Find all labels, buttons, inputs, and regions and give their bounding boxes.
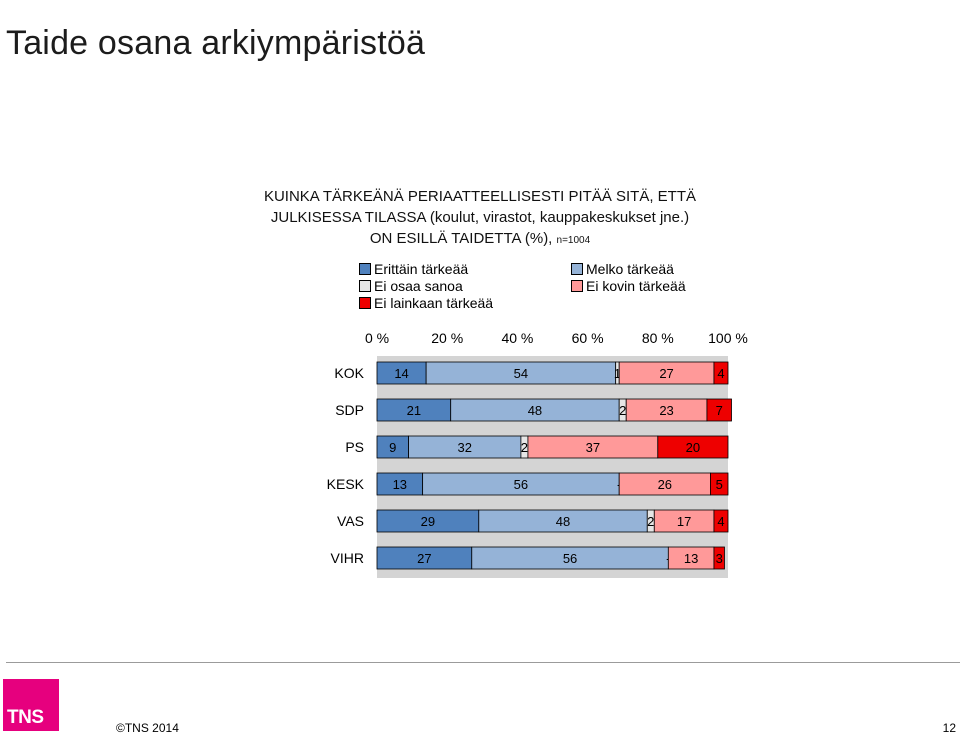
data-label-kok-erittain-tarkeaa: 14 [394,366,408,381]
category-label-vihr: VIHR [331,550,364,566]
x-tick-label: 60 % [572,330,604,346]
data-label-vihr-ei-kovin-tarkeaa: 13 [684,551,698,566]
page-title: Taide osana arkiympäristöä [6,24,426,62]
data-label-vas-ei-osaa-sanoa: 2 [647,514,654,529]
data-label-vihr-melko-tarkeaa: 56 [563,551,577,566]
legend-item-ei-lainkaan: Ei lainkaan tärkeää [359,294,493,312]
data-label-vas-erittain-tarkeaa: 29 [421,514,435,529]
page-number: 12 [942,721,956,735]
legend-label-melko: Melko tärkeää [586,261,674,277]
legend-swatch-ei-kovin [571,280,583,292]
data-label-vihr-erittain-tarkeaa: 27 [417,551,431,566]
data-label-vas-melko-tarkeaa: 48 [556,514,570,529]
data-label-ps-erittain-tarkeaa: 9 [389,440,396,455]
copyright-text: ©TNS 2014 [116,721,179,735]
legend-item-ei-osaa: Ei osaa sanoa [359,277,463,295]
subtitle-line-2: JULKISESSA TILASSA (koulut, virastot, ka… [270,209,690,226]
data-label-ps-ei-lainkaan-tarkeaa: 20 [686,440,700,455]
bar-sdp-ei-lainkaan-tarkeaa [706,398,732,422]
data-label-vas-ei-lainkaan-tarkeaa: 4 [717,514,724,529]
category-label-ps: PS [345,439,364,455]
chart-subtitle: KUINKA TÄRKEÄNÄ PERIAATTEELLISESTI PITÄÄ… [160,186,800,251]
x-tick-label: 0 % [365,330,389,346]
data-label-sdp-melko-tarkeaa: 48 [528,403,542,418]
data-label-kok-ei-osaa-sanoa: 1 [614,366,621,381]
x-tick-label: 100 % [708,330,748,346]
data-label-ps-ei-kovin-tarkeaa: 37 [586,440,600,455]
data-label-sdp-ei-kovin-tarkeaa: 23 [659,403,673,418]
data-label-sdp-ei-lainkaan-tarkeaa: 7 [716,403,723,418]
data-label-kok-ei-kovin-tarkeaa: 27 [659,366,673,381]
data-label-sdp-erittain-tarkeaa: 21 [407,403,421,418]
subtitle-line-3-text: ON ESILLÄ TAIDETTA (%), [369,230,553,247]
data-label-kesk-ei-lainkaan-tarkeaa: 5 [716,477,723,492]
legend-item-melko: Melko tärkeää [571,260,674,278]
plot-background [377,356,728,578]
data-label-kok-melko-tarkeaa: 54 [514,366,528,381]
data-label-kesk-erittain-tarkeaa: 13 [393,477,407,492]
legend-swatch-erittain [359,263,371,275]
x-tick-label: 80 % [642,330,674,346]
legend-label-ei-osaa: Ei osaa sanoa [374,278,463,294]
category-label-kesk: KESK [327,476,365,492]
legend-item-erittain: Erittäin tärkeää [359,260,468,278]
tns-logo: TNS [3,679,59,731]
bar-ps-ei-lainkaan-tarkeaa [657,435,729,459]
data-label-vihr-ei-lainkaan-tarkeaa: 3 [716,551,723,566]
legend-label-erittain: Erittäin tärkeää [374,261,469,277]
data-label-ps-ei-osaa-sanoa: 2 [521,440,528,455]
category-label-vas: VAS [337,513,364,529]
category-label-sdp: SDP [335,402,364,418]
data-label-sdp-ei-osaa-sanoa: 2 [619,403,626,418]
legend-swatch-ei-lainkaan [359,297,371,309]
legend-swatch-ei-osaa [359,280,371,292]
legend-item-ei-kovin: Ei kovin tärkeää [571,277,686,295]
data-label-kesk-ei-kovin-tarkeaa: 26 [658,477,672,492]
bar-vihr-ei-lainkaan-tarkeaa [713,546,725,570]
legend-label-ei-lainkaan: Ei lainkaan tärkeää [374,295,494,311]
subtitle-line-1: KUINKA TÄRKEÄNÄ PERIAATTEELLISESTI PITÄÄ… [263,188,697,205]
sample-size: n=1004 [556,235,591,246]
legend-label-ei-kovin: Ei kovin tärkeää [586,278,686,294]
data-label-kok-ei-lainkaan-tarkeaa: 4 [717,366,724,381]
legend-swatch-melko [571,263,583,275]
category-label-kok: KOK [334,365,364,381]
tns-logo-text: TNS [7,707,44,728]
bar-vas-ei-lainkaan-tarkeaa [713,509,729,533]
bar-kok-ei-lainkaan-tarkeaa [713,361,729,385]
x-tick-label: 20 % [431,330,463,346]
data-label-ps-melko-tarkeaa: 32 [458,440,472,455]
x-tick-label: 40 % [501,330,533,346]
bar-kesk-ei-lainkaan-tarkeaa [710,472,729,496]
data-label-vas-ei-kovin-tarkeaa: 17 [677,514,691,529]
data-label-kesk-melko-tarkeaa: 56 [514,477,528,492]
footer-divider [6,662,960,663]
subtitle-line-3: ON ESILLÄ TAIDETTA (%), n=1004 [160,228,800,251]
